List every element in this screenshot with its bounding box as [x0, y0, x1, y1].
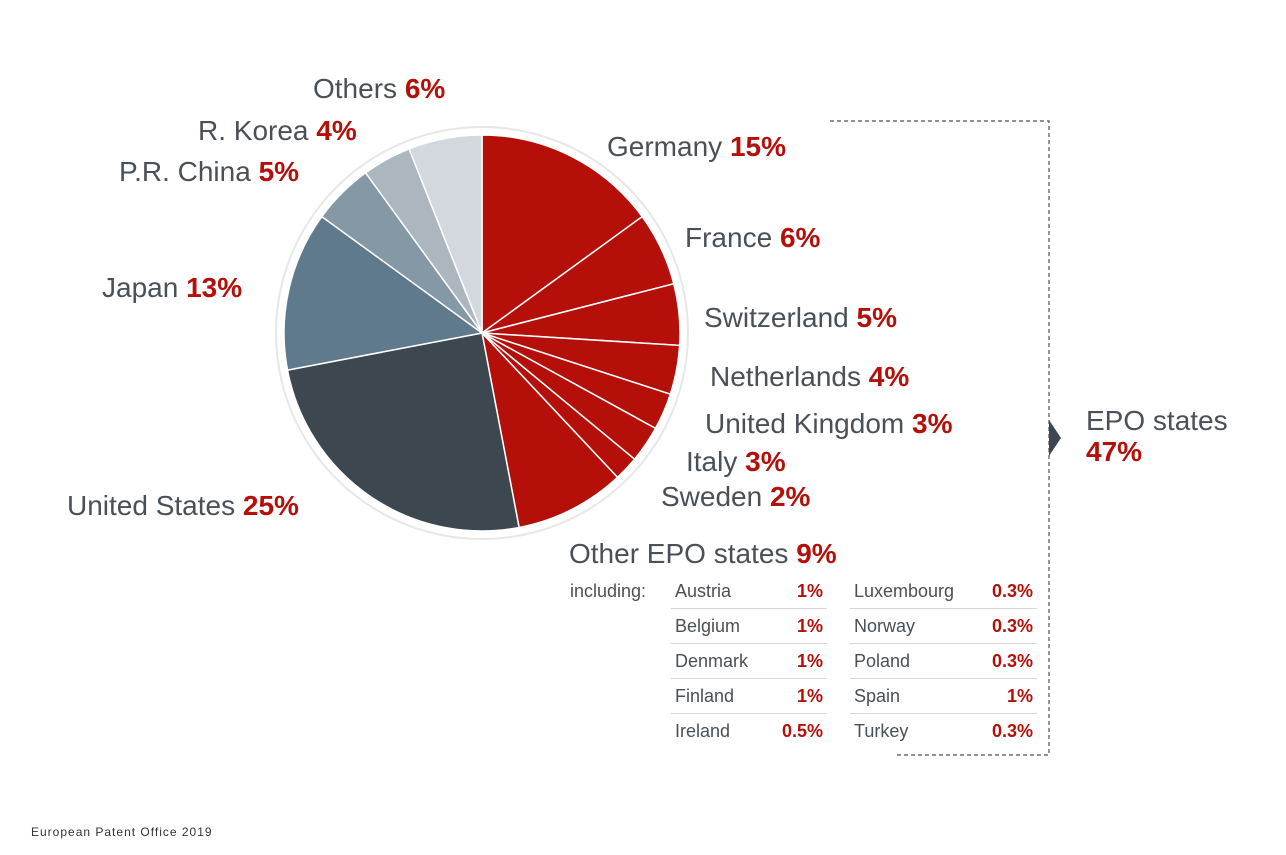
table-row: Luxembourg0.3%	[850, 574, 1037, 609]
label-switzerland: Switzerland 5%	[704, 304, 897, 332]
country-name: Norway	[850, 609, 981, 644]
table-row: Denmark1%	[671, 644, 827, 679]
label-others: Others 6%	[313, 75, 445, 103]
label-sweden: Sweden 2%	[661, 483, 810, 511]
country-pct: 1%	[769, 644, 827, 679]
including-label: including:	[570, 581, 646, 602]
footer-source: European Patent Office 2019	[31, 825, 213, 839]
country-pct: 1%	[769, 574, 827, 609]
table-row: Spain1%	[850, 679, 1037, 714]
epo-bracket-arrow	[1049, 420, 1061, 456]
country-pct: 0.3%	[981, 609, 1037, 644]
including-table-left: Austria1% Belgium1% Denmark1% Finland1% …	[671, 574, 827, 748]
table-row: Austria1%	[671, 574, 827, 609]
label-other-epo-states: Other EPO states 9%	[569, 540, 837, 568]
label-italy: Italy 3%	[686, 448, 786, 476]
country-pct: 0.3%	[981, 574, 1037, 609]
table-row: Belgium1%	[671, 609, 827, 644]
epo-states-pct: 47%	[1086, 437, 1228, 468]
table-row: Ireland0.5%	[671, 714, 827, 749]
epo-states-label: EPO states	[1086, 406, 1228, 437]
country-name: Finland	[671, 679, 769, 714]
country-name: Luxembourg	[850, 574, 981, 609]
table-row: Norway0.3%	[850, 609, 1037, 644]
label-netherlands: Netherlands 4%	[710, 363, 909, 391]
country-name: Turkey	[850, 714, 981, 749]
label-united-kingdom: United Kingdom 3%	[705, 410, 952, 438]
label-japan: Japan 13%	[102, 274, 242, 302]
country-name: Belgium	[671, 609, 769, 644]
country-name: Poland	[850, 644, 981, 679]
country-name: Spain	[850, 679, 981, 714]
table-row: Poland0.3%	[850, 644, 1037, 679]
country-pct: 0.5%	[769, 714, 827, 749]
country-pct: 0.3%	[981, 714, 1037, 749]
including-table-right: Luxembourg0.3% Norway0.3% Poland0.3% Spa…	[850, 574, 1037, 748]
label-france: France 6%	[685, 224, 820, 252]
label-r-korea: R. Korea 4%	[198, 117, 357, 145]
table-row: Turkey0.3%	[850, 714, 1037, 749]
country-pct: 1%	[769, 679, 827, 714]
country-name: Ireland	[671, 714, 769, 749]
country-pct: 0.3%	[981, 644, 1037, 679]
label-germany: Germany 15%	[607, 133, 786, 161]
table-row: Finland1%	[671, 679, 827, 714]
country-pct: 1%	[769, 609, 827, 644]
country-pct: 1%	[981, 679, 1037, 714]
country-name: Denmark	[671, 644, 769, 679]
epo-states-total: EPO states 47%	[1086, 406, 1228, 468]
label-pr-china: P.R. China 5%	[119, 158, 299, 186]
label-united-states: United States 25%	[67, 492, 299, 520]
country-name: Austria	[671, 574, 769, 609]
